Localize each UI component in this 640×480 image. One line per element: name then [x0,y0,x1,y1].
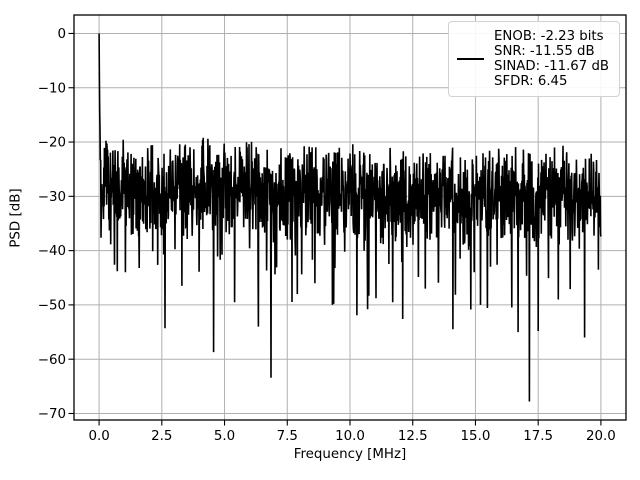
legend-sinad-label: SINAD: -11.67 dB [494,59,610,74]
x-axis-label: Frequency [MHz] [293,447,407,462]
legend-text-block: ENOB: -2.23 bits SNR: -11.55 dB SINAD: -… [494,29,609,90]
y-axis-label: PSD [dB] [8,188,24,248]
y-tick-label: −20 [38,136,66,151]
x-tick-label: 0.0 [88,429,109,444]
legend-snr-label: SNR: -11.55 dB [494,43,595,59]
x-tick-label: 17.5 [523,429,553,444]
x-tick-label: 15.0 [461,429,491,444]
y-tick-label: 0 [57,27,66,42]
x-tick-label: 7.5 [277,429,298,444]
x-tick-label: 20.0 [586,429,616,444]
x-tick-label: 5.0 [214,429,235,444]
y-tick-label: −40 [38,244,66,259]
x-tick-label: 10.0 [335,429,365,444]
x-tick-label: 2.5 [151,429,172,444]
legend-line-sample-icon [457,58,484,60]
legend: ENOB: -2.23 bits SNR: -11.55 dB SINAD: -… [448,21,620,97]
y-tick-label: −60 [38,353,66,368]
legend-sfdr-label: SFDR: 6.45 [494,74,568,90]
y-tick-label: −30 [38,190,66,205]
psd-trace [98,33,602,402]
legend-enob-label: ENOB: -2.23 bits [494,28,604,44]
y-tick-label: −10 [38,81,66,96]
x-tick-label: 12.5 [398,429,428,444]
y-tick-label: −50 [38,299,66,314]
y-tick-label: −70 [38,407,66,422]
